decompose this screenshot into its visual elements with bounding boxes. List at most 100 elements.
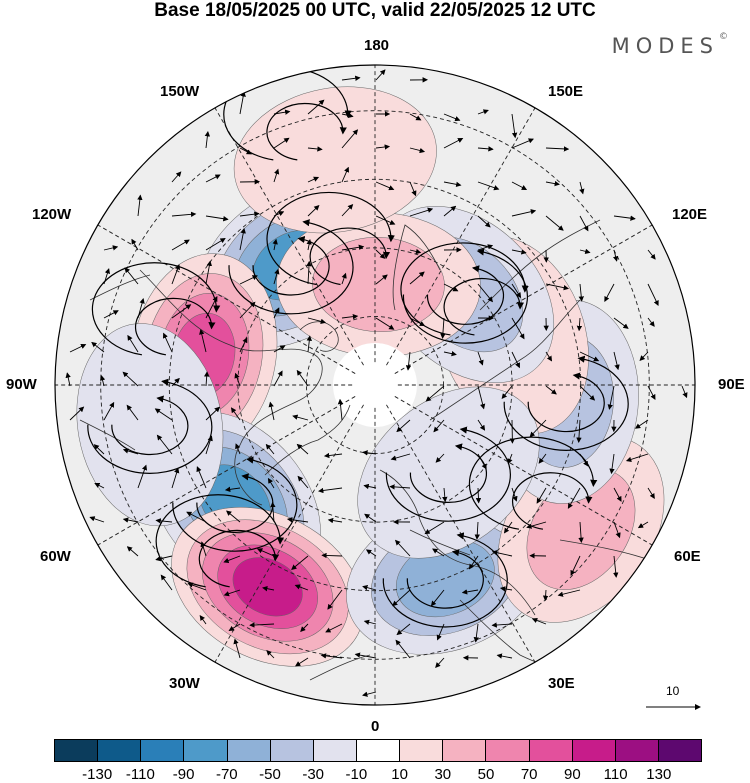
streamline: [503, 355, 629, 451]
wind-arrow: [613, 317, 629, 329]
wind-arrow: [171, 264, 181, 285]
wind-arrow: [409, 248, 422, 255]
wind-arrow: [239, 337, 248, 353]
wind-arrow: [205, 215, 229, 222]
wind-arrow: [362, 585, 377, 591]
wind-arrow: [607, 385, 615, 410]
colorbar-tick-label: -130: [82, 766, 113, 783]
wind-arrow: [647, 385, 656, 400]
wind-arrow: [307, 204, 320, 217]
colorbar-cell: [270, 740, 314, 761]
colorbar-tick-label: 110: [603, 766, 628, 783]
wind-arrow: [474, 521, 480, 540]
wind-arrow: [425, 385, 445, 402]
wind-arrow: [262, 586, 275, 592]
streamline: [382, 532, 508, 628]
wind-arrow: [613, 215, 636, 221]
wind-arrow: [409, 181, 417, 197]
wind-arrow: [362, 450, 377, 456]
streamline: [91, 262, 221, 356]
wind-arrow: [325, 623, 343, 633]
wind-arrow: [557, 589, 581, 597]
wind-arrow: [307, 317, 327, 324]
wind-arrow: [477, 146, 494, 152]
wind-arrow: [199, 615, 207, 625]
wind-arrow: [296, 443, 309, 455]
anomaly-contour: [312, 237, 445, 332]
wind-arrow: [545, 283, 570, 291]
wind-arrow: [613, 487, 622, 502]
graticule: [55, 65, 695, 705]
wind-arrow: [409, 113, 422, 121]
wind-arrow: [341, 244, 365, 251]
wind-arrow: [273, 268, 280, 285]
wind-arrow: [337, 398, 344, 421]
wind-arrow: [155, 518, 173, 524]
wind-arrow: [435, 453, 445, 463]
wind-arrow: [122, 371, 139, 387]
wind-arrow: [433, 419, 445, 433]
wind-arrow: [443, 181, 462, 188]
wind-arrow: [365, 549, 377, 557]
wind-arrow: [91, 341, 105, 353]
wind-arrow: [637, 521, 649, 529]
wind-arrow: [507, 453, 513, 465]
wind-arrow: [468, 555, 479, 570]
lon-label-60w: 60W: [40, 548, 71, 565]
coastlines: [79, 219, 651, 681]
colorbar-cell: [141, 740, 185, 761]
streamline: [196, 473, 274, 533]
wind-arrow: [538, 453, 547, 464]
wind-arrow: [612, 249, 619, 262]
wind-arrow: [390, 453, 411, 461]
colorbar-cell: [486, 740, 530, 761]
lon-label-30e: 30E: [548, 675, 575, 692]
wind-arrow: [171, 239, 190, 251]
wind-arrow: [430, 589, 445, 607]
wind-arrow: [307, 176, 320, 183]
wind-arrow: [613, 555, 619, 578]
streamlines: [87, 67, 629, 628]
wind-arrow: [647, 249, 656, 260]
wind-arrow: [579, 351, 600, 362]
wind-arrow: [362, 691, 377, 697]
wind-arrow: [103, 310, 119, 319]
wind-arrow: [511, 138, 534, 149]
streamline: [400, 242, 529, 336]
wind-arrow: [273, 345, 286, 353]
colorbar: [54, 739, 702, 762]
wind-arrow: [204, 130, 211, 149]
wind-arrow: [375, 181, 395, 191]
streamline: [155, 494, 285, 588]
wind-arrow: [354, 652, 377, 659]
wind-arrow: [567, 487, 581, 509]
streamline: [134, 297, 216, 356]
wind-arrow: [171, 304, 192, 319]
wind-arrow: [69, 406, 85, 421]
colorbar-tick-label: 30: [434, 766, 452, 783]
wind-arrow: [306, 335, 312, 353]
wind-arrow: [186, 511, 207, 523]
wind-arrow: [392, 589, 411, 607]
lon-label-150e: 150E: [548, 83, 584, 100]
brand-name: MODES: [611, 34, 719, 58]
streamline: [402, 248, 529, 344]
wind-arrow: [204, 371, 210, 387]
wind-arrow: [307, 146, 323, 152]
wind-arrow: [239, 147, 252, 155]
streamline: [172, 456, 298, 552]
wind-arrow: [300, 623, 309, 633]
wind-arrow: [239, 301, 256, 319]
wind-arrow: [435, 657, 445, 668]
streamline: [443, 277, 525, 336]
wind-arrow: [273, 168, 280, 183]
wind-arrow: [341, 313, 359, 320]
wind-arrow: [226, 510, 241, 523]
wind-arrow: [511, 113, 518, 139]
wind-arrow: [294, 584, 309, 591]
wind-arrow: [511, 283, 522, 299]
wind-arrow: [681, 385, 688, 399]
wind-arrow: [265, 443, 275, 455]
wind-arrow: [318, 487, 343, 494]
wind-arrow: [162, 332, 173, 353]
